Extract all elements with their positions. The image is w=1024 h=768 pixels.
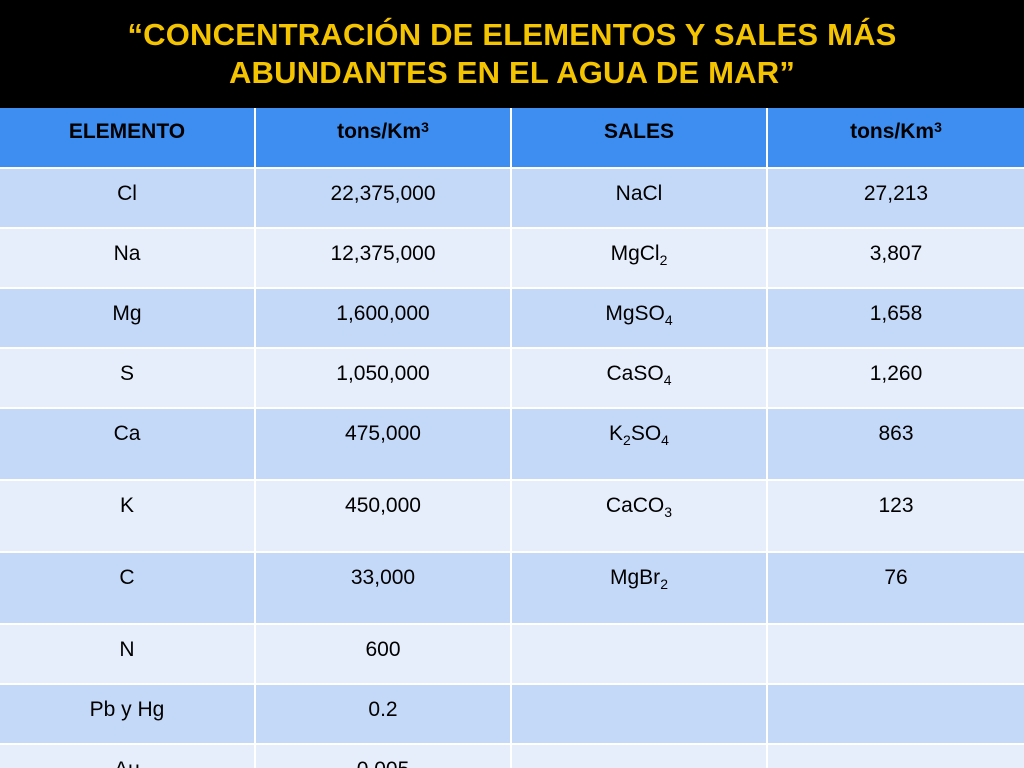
formula-subscript: 2 — [660, 576, 668, 592]
formula-text: K — [609, 422, 624, 445]
cell-tons-elemento: 0.2 — [255, 684, 512, 745]
formula-text: MgBr — [610, 566, 661, 589]
cell-sal: MgCl2 — [511, 228, 768, 289]
concentration-table-container: ELEMENTO tons/Km3 SALES tons/Km3 Cl 22,37… — [0, 108, 1024, 768]
formula-subscript: 4 — [663, 372, 672, 388]
header-tons-exponent: 3 — [421, 119, 429, 135]
cell-elemento: C — [0, 552, 256, 625]
cell-elemento: Na — [0, 228, 256, 289]
formula-text: CaCO — [605, 494, 665, 517]
cell-tons-sal — [767, 744, 1024, 768]
formula-text: NaCl — [615, 182, 663, 205]
cell-sal: NaCl — [511, 168, 768, 229]
formula-subscript: 2 — [623, 432, 631, 448]
header-tons-exponent: 3 — [934, 119, 942, 135]
cell-tons-sal: 3,807 — [767, 228, 1024, 289]
cell-tons-elemento: 12,375,000 — [255, 228, 512, 289]
title-line-1: “CONCENTRACIÓN DE ELEMENTOS Y SALES MÁS — [127, 17, 897, 52]
cell-tons-elemento: 33,000 — [255, 552, 512, 625]
table-row: Ca 475,000 K2SO4 863 — [0, 408, 1024, 481]
table-row: S 1,050,000 CaSO4 1,260 — [0, 348, 1024, 409]
cell-tons-sal — [767, 684, 1024, 745]
table-row: K 450,000 CaCO3 123 — [0, 480, 1024, 553]
cell-tons-sal — [767, 624, 1024, 685]
cell-sal — [511, 744, 768, 768]
cell-tons-sal: 863 — [767, 408, 1024, 481]
formula-text: MgSO — [605, 302, 665, 325]
cell-tons-elemento: 1,600,000 — [255, 288, 512, 349]
header-tons-label: tons/Km — [850, 120, 935, 143]
cell-sal — [511, 624, 768, 685]
formula-subscript: 2 — [659, 252, 668, 268]
cell-tons-elemento: 450,000 — [255, 480, 512, 553]
table-row: Mg 1,600,000 MgSO4 1,658 — [0, 288, 1024, 349]
formula-subscript: 4 — [661, 432, 669, 448]
cell-sal — [511, 684, 768, 745]
cell-sal: K2SO4 — [511, 408, 768, 481]
header-tons-sales: tons/Km3 — [767, 108, 1024, 169]
cell-tons-elemento: 22,375,000 — [255, 168, 512, 229]
cell-tons-elemento: 600 — [255, 624, 512, 685]
table-header-row: ELEMENTO tons/Km3 SALES tons/Km3 — [0, 108, 1024, 169]
cell-elemento: Pb y Hg — [0, 684, 256, 745]
cell-sal: MgSO4 — [511, 288, 768, 349]
header-sales: SALES — [511, 108, 768, 169]
header-tons-elemento: tons/Km3 — [255, 108, 512, 169]
cell-elemento: S — [0, 348, 256, 409]
title-line-2: ABUNDANTES EN EL AGUA DE MAR” — [228, 55, 796, 90]
header-tons-label: tons/Km — [337, 120, 422, 143]
cell-tons-sal: 1,658 — [767, 288, 1024, 349]
table-row: C 33,000 MgBr2 76 — [0, 552, 1024, 625]
cell-elemento: Ca — [0, 408, 256, 481]
table-row: Na 12,375,000 MgCl2 3,807 — [0, 228, 1024, 289]
header-sales-label: SALES — [603, 120, 674, 143]
concentration-table: ELEMENTO tons/Km3 SALES tons/Km3 Cl 22,37… — [0, 108, 1024, 768]
cell-sal: CaSO4 — [511, 348, 768, 409]
formula-subscript: 3 — [664, 504, 673, 520]
table-row: Au0.005 — [0, 744, 1024, 768]
cell-sal: CaCO3 — [511, 480, 768, 553]
formula-text: SO — [630, 422, 662, 445]
header-elemento-label: ELEMENTO — [68, 120, 186, 143]
cell-tons-sal: 76 — [767, 552, 1024, 625]
cell-tons-sal: 123 — [767, 480, 1024, 553]
cell-tons-sal: 1,260 — [767, 348, 1024, 409]
cell-elemento: Cl — [0, 168, 256, 229]
header-elemento: ELEMENTO — [0, 108, 256, 169]
cell-tons-sal: 27,213 — [767, 168, 1024, 229]
cell-elemento: K — [0, 480, 256, 553]
formula-text: MgCl — [610, 242, 660, 265]
cell-elemento: N — [0, 624, 256, 685]
cell-tons-elemento: 1,050,000 — [255, 348, 512, 409]
cell-sal: MgBr2 — [511, 552, 768, 625]
table-row: N 600 — [0, 624, 1024, 685]
table-row: Cl 22,375,000 NaCl 27,213 — [0, 168, 1024, 229]
table-row: Pb y Hg 0.2 — [0, 684, 1024, 745]
slide-title: “CONCENTRACIÓN DE ELEMENTOS Y SALES MÁS … — [0, 0, 1024, 108]
cell-elemento: Mg — [0, 288, 256, 349]
cell-tons-elemento: 475,000 — [255, 408, 512, 481]
cell-tons-elemento: 0.005 — [255, 744, 512, 768]
formula-text: CaSO — [606, 362, 664, 385]
formula-subscript: 4 — [664, 312, 673, 328]
cell-elemento: Au — [0, 744, 256, 768]
